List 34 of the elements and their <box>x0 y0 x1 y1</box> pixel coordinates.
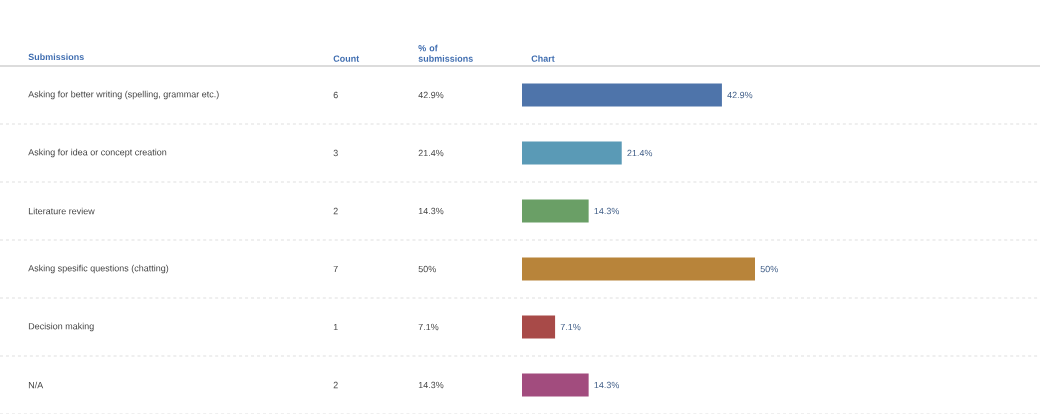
text: 6 <box>333 91 338 99</box>
y-tick-label: Asking for better writing (spelling, grammar etc.) <box>28 90 219 100</box>
text: 3 <box>333 149 338 157</box>
bar <box>522 373 589 397</box>
text: Count <box>333 55 360 62</box>
data-label: 7.1% <box>560 323 581 331</box>
data-label: 14.3% <box>594 207 620 215</box>
text: 50% <box>418 265 436 273</box>
text: 7.1% <box>418 323 439 331</box>
text: 2 <box>333 381 338 389</box>
data-label: 21.4% <box>627 149 653 157</box>
text: 14.3% <box>418 207 444 215</box>
text: 1 <box>333 323 338 331</box>
y-tick-label: Asking spesific questions (chatting) <box>28 264 169 274</box>
text: 21.4% <box>418 149 444 157</box>
bar <box>522 315 556 339</box>
y-tick-label: Decision making <box>28 322 94 332</box>
bar <box>522 257 755 281</box>
data-label: 50% <box>760 265 778 273</box>
text: 2 <box>333 207 338 215</box>
y-tick-label: Literature review <box>28 207 95 215</box>
y-axis-title: Submissions <box>28 53 84 61</box>
bar <box>522 199 589 223</box>
bar <box>522 141 622 165</box>
y-tick-label: Asking for idea or concept creation <box>28 148 167 158</box>
bar <box>522 83 722 107</box>
data-label: 42.9% <box>727 91 753 99</box>
y-tick-label: N/A <box>28 381 44 389</box>
text: 42.9% <box>418 91 444 99</box>
text: 7 <box>333 265 338 273</box>
text: Chart <box>531 55 555 62</box>
text: % of submissions <box>418 44 473 62</box>
data-label: 14.3% <box>594 381 620 389</box>
text: 14.3% <box>418 381 444 389</box>
